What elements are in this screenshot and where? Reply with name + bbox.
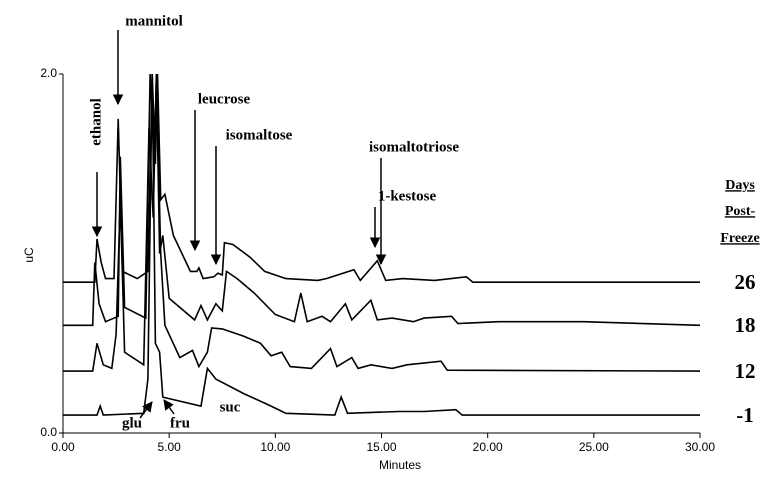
legend-title: Freeze [720, 231, 759, 246]
x-tick-label: 30.00 [685, 440, 715, 454]
annotation-arrow [139, 401, 153, 419]
annotation: ethanol [88, 98, 104, 146]
x-axis-label: Minutes [379, 458, 421, 472]
annotation-arrow [163, 399, 175, 415]
annotation: suc [220, 399, 241, 415]
series-label: 12 [735, 359, 756, 383]
y-tick-label: 0.0 [40, 425, 57, 439]
x-tick-label: 5.00 [157, 440, 181, 454]
annotation: 1-kestose [378, 188, 437, 204]
series-label: -1 [736, 403, 754, 427]
series-label: 26 [735, 270, 756, 294]
trace [63, 73, 701, 327]
series-label: 18 [735, 313, 756, 337]
legend-title: Post- [725, 204, 756, 219]
annotation: fru [170, 415, 190, 431]
x-tick-label: 0.00 [51, 440, 75, 454]
x-tick-label: 15.00 [366, 440, 396, 454]
annotation: glu [122, 415, 142, 431]
x-tick-label: 25.00 [579, 440, 609, 454]
x-tick-label: 10.00 [260, 440, 290, 454]
x-tick-label: 20.00 [473, 440, 503, 454]
annotation: mannitol [125, 13, 183, 29]
annotation: leucrose [198, 91, 251, 107]
annotation: isomaltotriose [369, 139, 459, 155]
legend-title: Days [725, 178, 755, 193]
trace [63, 73, 700, 416]
annotation: isomaltose [226, 127, 293, 143]
trace [63, 73, 701, 372]
y-tick-label: 2.0 [40, 66, 57, 80]
y-axis-label: uC [22, 247, 36, 263]
